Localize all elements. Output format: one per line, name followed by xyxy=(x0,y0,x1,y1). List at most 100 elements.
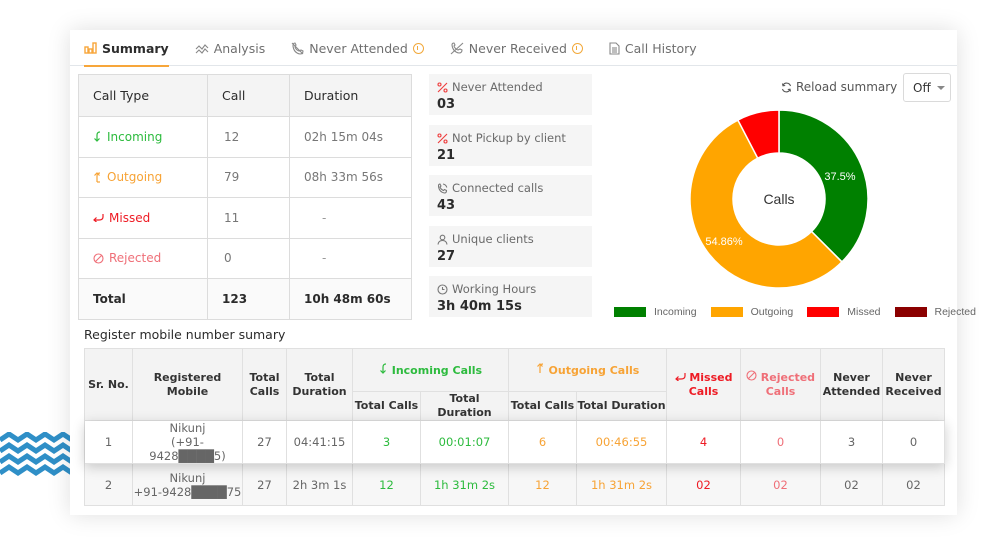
incoming-arrow-icon xyxy=(379,362,386,374)
legend-item-rejected[interactable]: Rejected xyxy=(894,306,976,318)
cell-incoming-duration: 1h 31m 2s xyxy=(420,463,509,506)
outgoing-arrow-icon xyxy=(94,171,101,183)
call-duration: - xyxy=(289,237,412,279)
call-count: 79 xyxy=(207,156,290,198)
stat-value: 3h 40m 15s xyxy=(437,299,522,314)
info-icon[interactable] xyxy=(571,42,583,54)
column-header-total-calls: Total Calls xyxy=(242,348,287,421)
stat-working-hours: Working Hours 3h 40m 15s xyxy=(429,276,592,317)
legend-item-missed[interactable]: Missed xyxy=(807,306,881,318)
calls-donut-chart: Calls 37.5% 54.86% xyxy=(689,109,869,289)
call-duration: 02h 15m 04s xyxy=(289,116,412,158)
auto-reload-select[interactable]: Off xyxy=(903,73,951,102)
slice-incoming[interactable] xyxy=(778,109,869,263)
refresh-icon xyxy=(781,82,792,92)
chevron-down-icon xyxy=(936,85,945,90)
missed-arrow-icon xyxy=(93,214,104,223)
column-header: Duration xyxy=(289,74,412,117)
outgoing-arrow-icon xyxy=(536,362,543,373)
column-header-never-received: Never Received xyxy=(882,348,945,421)
info-icon[interactable] xyxy=(412,42,424,54)
tab-analysis[interactable]: Analysis xyxy=(195,30,265,66)
table-row[interactable]: 2 Nikunj +91-9428████75 27 2h 3m 1s 12 1h… xyxy=(84,463,945,506)
cell-outgoing-duration: 1h 31m 2s xyxy=(576,463,667,506)
cell-sr: 2 xyxy=(84,463,133,506)
clock-icon xyxy=(437,283,448,295)
tab-label: Call History xyxy=(624,40,697,56)
tab-summary[interactable]: Summary xyxy=(84,30,169,67)
cell-outgoing-calls: 12 xyxy=(508,463,577,506)
tab-label: Never Attended xyxy=(309,40,408,56)
cell-missed: 02 xyxy=(666,463,741,506)
tab-call-history[interactable]: Call History xyxy=(609,30,697,66)
column-header-rejected: Rejected Calls xyxy=(740,348,821,421)
call-type-outgoing: Outgoing xyxy=(93,170,207,184)
register-summary-title: Register mobile number sumary xyxy=(84,327,286,342)
column-header-sr: Sr. No. xyxy=(84,348,133,421)
cell-outgoing-duration: 00:46:55 xyxy=(576,420,667,464)
tab-never-received[interactable]: Never Received xyxy=(450,30,583,66)
table-row[interactable]: 1 Nikunj (+91-9428████5) 27 04:41:15 3 00… xyxy=(84,420,945,464)
tab-label: Never Received xyxy=(468,40,567,56)
cell-rejected: 0 xyxy=(740,420,821,464)
total-row: Total 123 10h 48m 60s xyxy=(78,278,412,320)
incoming-arrow-icon xyxy=(94,131,101,143)
call-count: 11 xyxy=(207,197,290,239)
call-type-incoming: Incoming xyxy=(93,130,207,144)
stat-value: 43 xyxy=(437,198,456,213)
phone-slash-icon xyxy=(437,81,448,93)
cell-never-attended: 3 xyxy=(820,420,883,464)
cell-incoming-duration: 00:01:07 xyxy=(420,420,509,464)
call-type-rejected: Rejected xyxy=(93,251,207,265)
slice-label-incoming: 37.5% xyxy=(824,171,855,183)
cell-outgoing-calls: 6 xyxy=(508,420,577,464)
subheader-incoming-calls: Total Calls xyxy=(352,391,421,421)
stat-not-pickup: Not Pickup by client 21 xyxy=(429,125,592,166)
table-row: Rejected 0 - xyxy=(78,237,412,279)
phone-off-icon xyxy=(291,41,304,55)
column-header-incoming: Incoming Calls xyxy=(352,348,509,392)
cell-total-duration: 2h 3m 1s xyxy=(286,463,353,506)
call-count: 12 xyxy=(207,116,290,158)
tab-label: Summary xyxy=(102,40,169,56)
column-header-total-duration: Total Duration xyxy=(286,348,353,421)
subheader-outgoing-calls: Total Calls xyxy=(508,391,577,421)
subheader-outgoing-duration: Total Duration xyxy=(576,391,667,421)
reload-summary-button[interactable]: Reload summary xyxy=(781,80,897,94)
column-header: Call xyxy=(207,74,290,117)
table-row: Outgoing 79 08h 33m 56s xyxy=(78,156,412,198)
call-duration: 08h 33m 56s xyxy=(289,156,412,198)
subheader-incoming-duration: Total Duration xyxy=(420,391,509,421)
rejected-circle-icon xyxy=(746,370,757,381)
call-duration: - xyxy=(289,197,412,239)
slice-label-outgoing: 54.86% xyxy=(705,236,743,248)
table-row: Missed 11 - xyxy=(78,197,412,239)
total-duration: 10h 48m 60s xyxy=(289,278,412,320)
tab-never-attended[interactable]: Never Attended xyxy=(291,30,424,66)
stat-value: 21 xyxy=(437,148,456,163)
column-header-missed: Missed Calls xyxy=(666,348,741,421)
cell-total-duration: 04:41:15 xyxy=(286,420,353,464)
document-icon xyxy=(609,41,620,55)
stat-never-attended: Never Attended 03 xyxy=(429,74,592,115)
rejected-circle-icon xyxy=(93,253,104,264)
cell-rejected: 02 xyxy=(740,463,821,506)
stat-value: 03 xyxy=(437,97,456,112)
call-count: 0 xyxy=(207,237,290,279)
register-summary-table: Sr. No. Registered Mobile Total Calls To… xyxy=(84,348,945,506)
legend-item-outgoing[interactable]: Outgoing xyxy=(710,306,793,318)
slice-outgoing[interactable] xyxy=(689,119,843,289)
stat-value: 27 xyxy=(437,249,456,264)
total-label: Total xyxy=(78,278,208,320)
cell-never-received: 0 xyxy=(882,420,945,464)
legend-item-incoming[interactable]: Incoming xyxy=(614,306,697,318)
stat-connected-calls: Connected calls 43 xyxy=(429,175,592,216)
chart-legend: Incoming Outgoing Missed Rejected xyxy=(614,306,990,318)
slice-missed[interactable] xyxy=(736,109,780,160)
phone-connected-icon xyxy=(437,182,448,194)
column-header-outgoing: Outgoing Calls xyxy=(508,348,667,392)
table-row: Incoming 12 02h 15m 04s xyxy=(78,116,412,158)
cell-sr: 1 xyxy=(84,420,133,464)
missed-arrow-icon xyxy=(674,372,686,381)
bar-chart-icon xyxy=(84,42,97,54)
